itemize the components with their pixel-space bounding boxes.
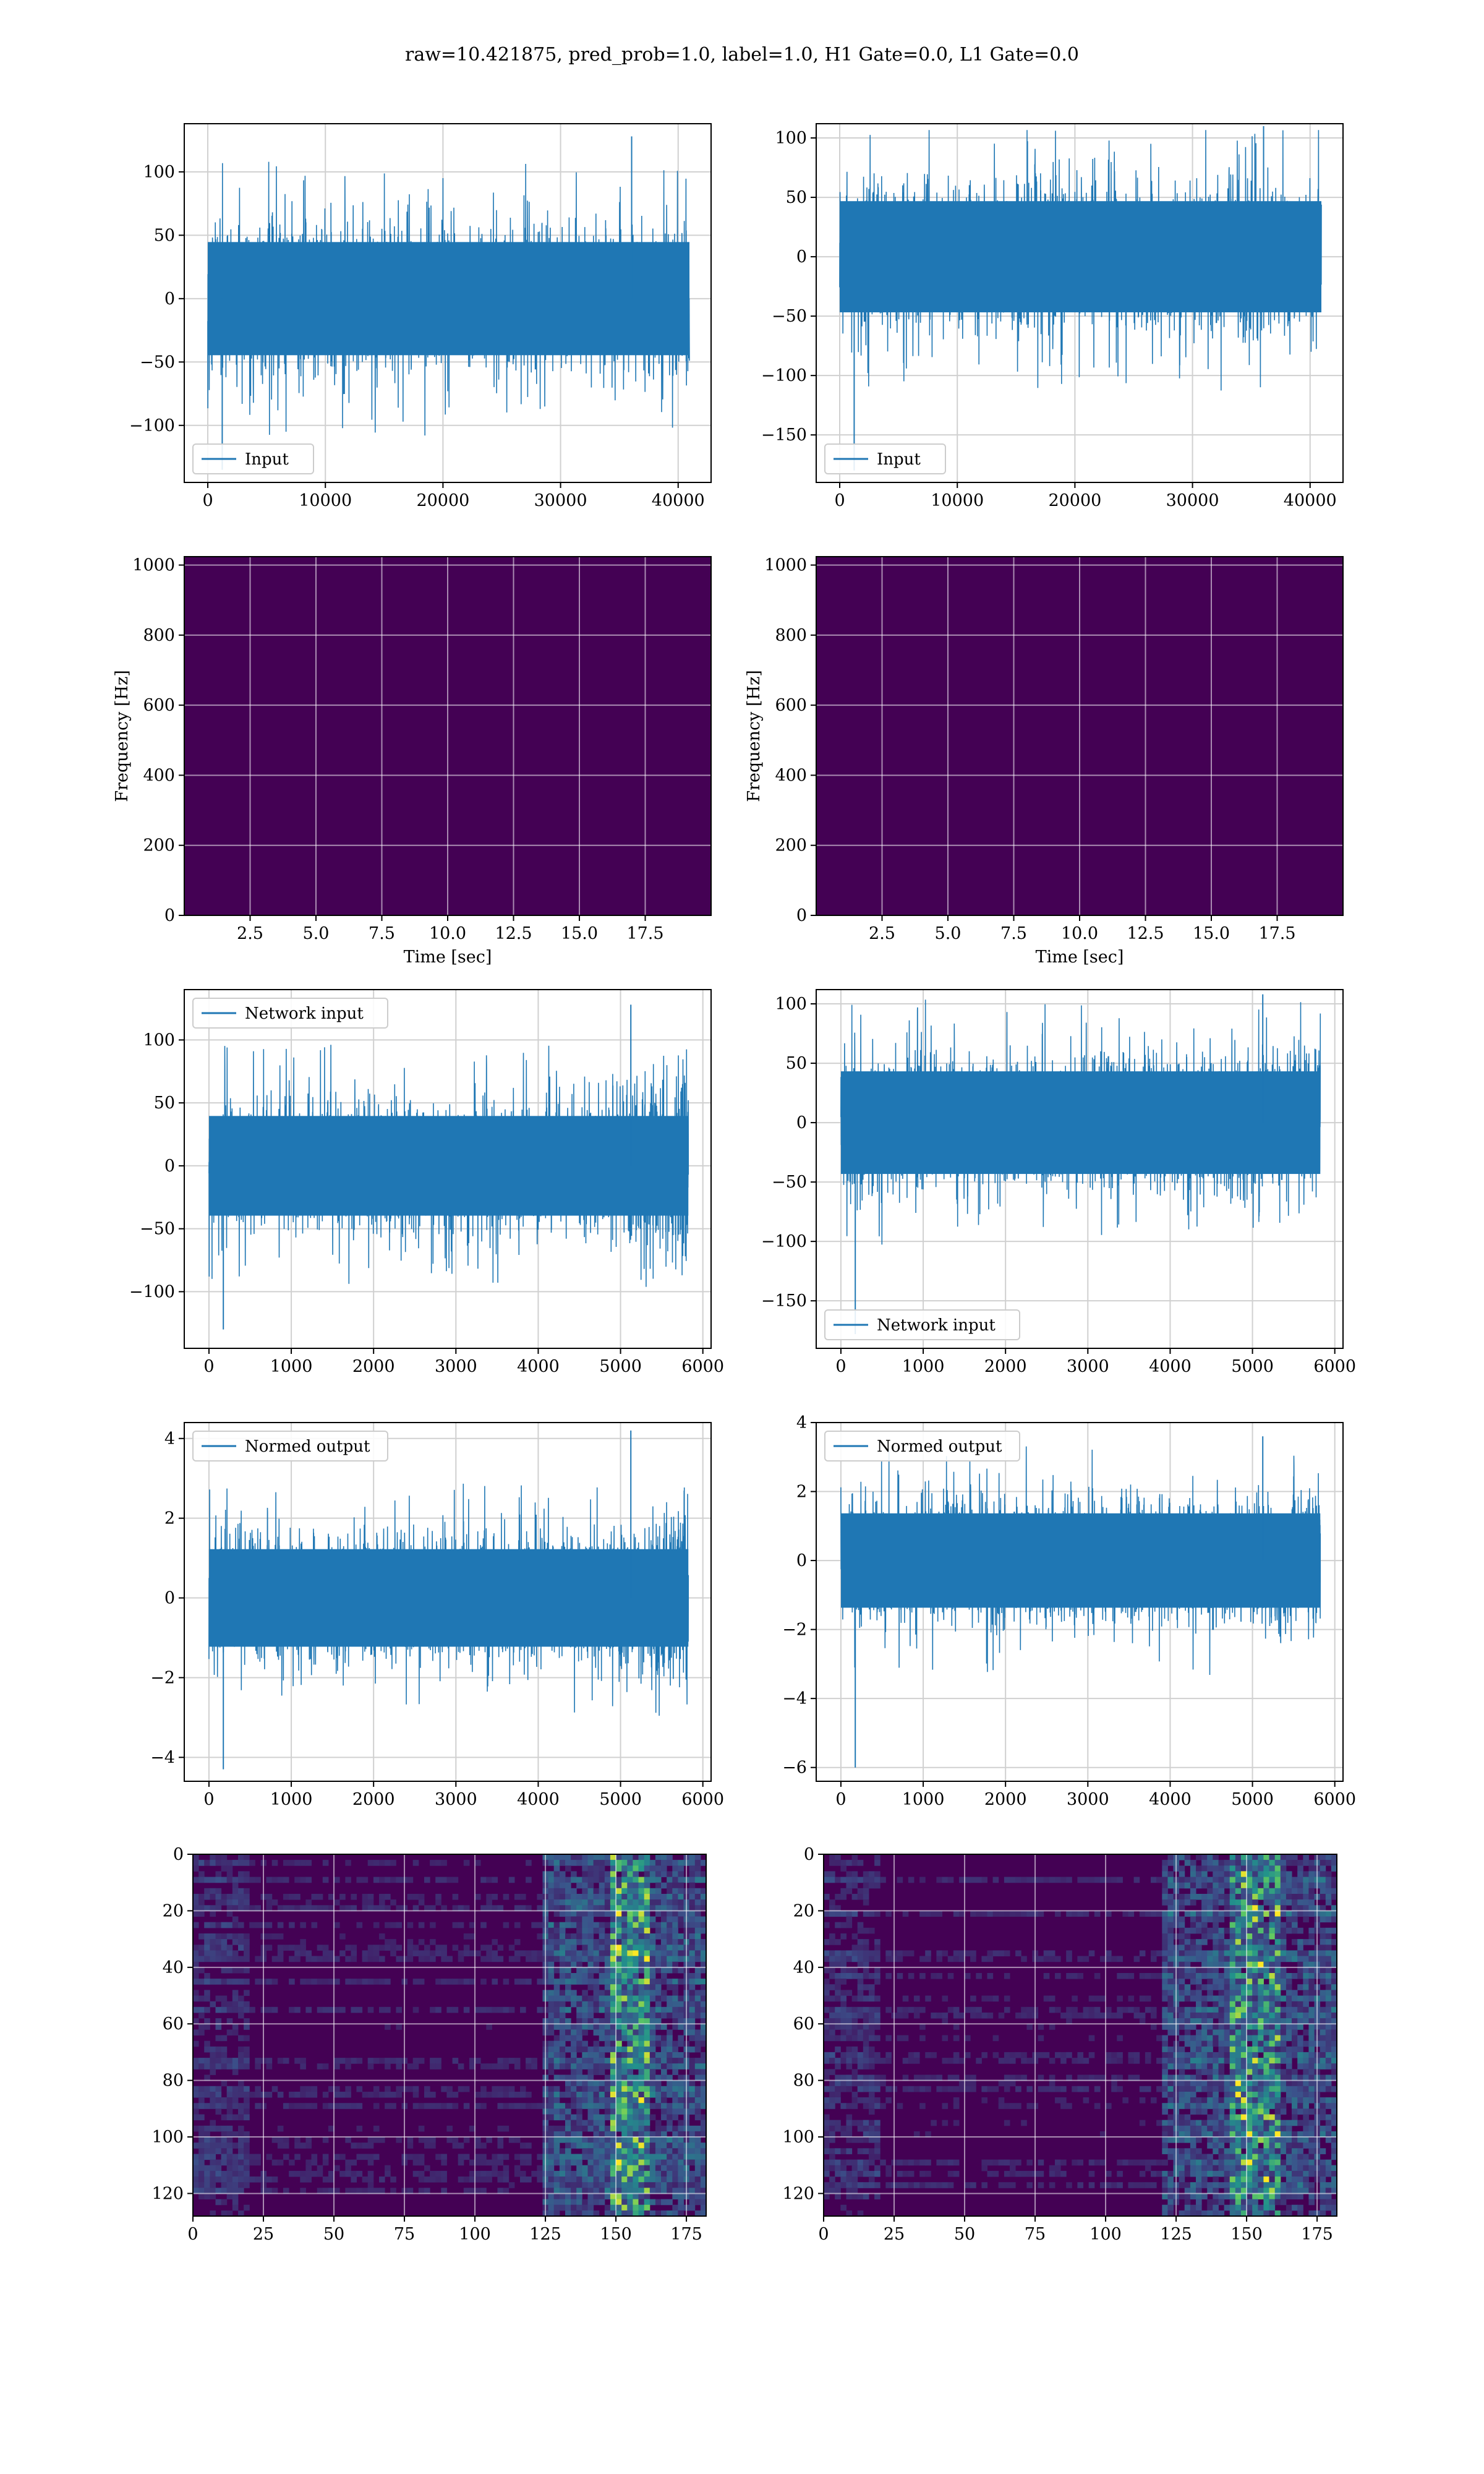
- chart-spectrogram-l1: 2.5 5.0 7.5 10.0 12.5 15.0 17.5020040060080010…: [744, 556, 1344, 967]
- figure-title: raw=10.421875, pred_prob=1.0, label=1.0,…: [405, 44, 1079, 66]
- x-tick-label: 5.0: [303, 924, 330, 943]
- y-tick-label: −100: [761, 366, 807, 385]
- x-tick-label: 10000: [931, 491, 984, 510]
- x-tick-label: 17.5: [626, 924, 663, 943]
- chart-input-h1: 0 10000 20000 30000 40000 −100 −50 0 50 100 Input: [129, 123, 712, 510]
- x-tick-label: 2.5: [237, 924, 263, 943]
- x-axis-label: Time [sec]: [404, 948, 492, 967]
- x-tick-label: 10000: [299, 491, 352, 510]
- legend-label: Input: [877, 450, 921, 469]
- x-tick-label: 20000: [1048, 491, 1101, 510]
- x-tick-label: 12.5: [495, 924, 532, 943]
- y-tick-label: −50: [772, 307, 807, 326]
- legend-box: [192, 443, 314, 474]
- chart-spectrogram-h1: 2.5 5.0 7.5 10.0 12.5 15.0 17.5 0 200 400 600 800 10…: [113, 556, 712, 967]
- x-tick-label: 15.0: [561, 924, 598, 943]
- x-tick-label: 0: [834, 491, 845, 510]
- chart-input-l1: 0 10000 20000 30000 40000 −150 −100 −50 0 50 100 In…: [761, 123, 1344, 510]
- y-tick-label: 0: [796, 247, 807, 267]
- y-tick-label: −100: [129, 416, 175, 435]
- y-tick-label: 0: [164, 289, 175, 309]
- axes-frame: [184, 556, 712, 916]
- y-tick-label: 50: [154, 226, 175, 245]
- x-tick-label: 0: [202, 491, 213, 510]
- axes-frame: [816, 123, 1344, 483]
- series-band: [840, 201, 1322, 312]
- legend-label: Input: [245, 450, 289, 469]
- y-tick-label: 400: [143, 766, 175, 785]
- legend-box: [824, 443, 946, 474]
- y-tick-label: 100: [143, 163, 175, 182]
- axes-frame: [184, 123, 712, 483]
- x-tick-label: 30000: [534, 491, 587, 510]
- y-tick-label: −150: [761, 426, 807, 445]
- y-tick-label: 100: [775, 129, 807, 148]
- x-tick-label: 40000: [652, 491, 705, 510]
- x-tick-label: 40000: [1284, 491, 1337, 510]
- series-band: [208, 242, 690, 356]
- x-tick-label: 7.5: [369, 924, 395, 943]
- x-tick-label: 20000: [416, 491, 469, 510]
- y-tick-label: 600: [143, 696, 175, 715]
- y-tick-label: 800: [143, 626, 175, 645]
- y-tick-label: 200: [143, 836, 175, 855]
- x-tick-label: 30000: [1166, 491, 1219, 510]
- y-tick-label: 50: [786, 188, 807, 207]
- x-tick-label: 10.0: [429, 924, 466, 943]
- y-tick-label: −50: [140, 353, 175, 372]
- y-axis-label: Frequency [Hz]: [113, 670, 132, 802]
- y-tick-label: 1000: [132, 556, 175, 575]
- y-tick-label: 0: [164, 906, 175, 925]
